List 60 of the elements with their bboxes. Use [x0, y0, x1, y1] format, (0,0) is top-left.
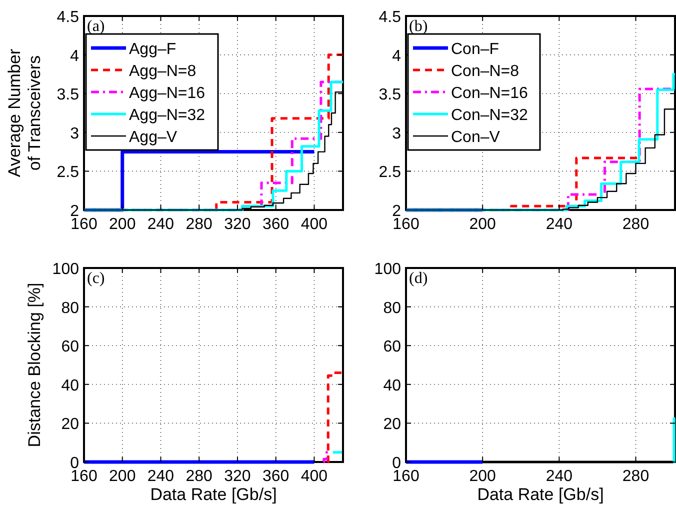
y-tick-label: 4.5: [56, 9, 80, 26]
y-tick-label: 60: [61, 338, 80, 356]
x-tick-label: 200: [469, 468, 496, 485]
x-tick-label: 200: [109, 216, 136, 233]
legend-label: Agg–F: [129, 41, 176, 58]
x-tick-label: 240: [147, 468, 174, 485]
y-tick-label: 3.5: [56, 86, 80, 104]
x-tick-label: 240: [147, 216, 174, 233]
x-tick-label: 160: [70, 216, 98, 233]
x-tick-label: 240: [546, 468, 573, 485]
y-tick-label: 80: [61, 300, 80, 317]
y-tick-label: 80: [383, 300, 402, 317]
legend-label: Agg–N=8: [129, 63, 196, 80]
legend-label: Con–N=16: [451, 85, 528, 102]
x-tick-label: 280: [622, 468, 650, 485]
y-tick-label: 2.5: [56, 164, 80, 182]
y-tick-label: 3: [392, 125, 402, 142]
y-tick-label: 3.5: [378, 86, 402, 104]
y-tick-label: 4: [392, 48, 402, 65]
x-tick-label: 160: [70, 468, 98, 485]
y-axis-title: Distance Blocking [%]: [25, 282, 44, 448]
x-axis-title: Data Rate [Gb/s]: [477, 485, 604, 504]
y-tick-label: 4.5: [378, 9, 402, 26]
x-tick-label: 400: [300, 216, 328, 233]
legend-label: Agg–V: [129, 129, 178, 146]
y-tick-label: 2.5: [378, 164, 402, 182]
y-tick-label: 100: [52, 261, 80, 278]
x-tick-label: 320: [224, 216, 251, 233]
y-tick-label: 40: [61, 377, 80, 394]
x-tick-label: 280: [186, 468, 213, 485]
legend-label: Con–N=32: [451, 107, 528, 124]
x-tick-label: 320: [224, 468, 251, 485]
y-tick-label: 100: [374, 261, 402, 278]
y-axis-title: Average Number of Transceivers: [5, 48, 44, 178]
x-tick-label: 400: [300, 468, 328, 485]
x-tick-label: 360: [262, 216, 290, 233]
y-tick-label: 40: [383, 377, 402, 394]
annotation: (d): [409, 270, 428, 287]
x-tick-label: 160: [392, 468, 420, 485]
y-tick-label: 4: [70, 48, 80, 65]
x-tick-label: 200: [469, 216, 496, 233]
y-tick-label: 3: [70, 125, 80, 142]
x-tick-label: 280: [186, 216, 213, 233]
x-axis-title: Data Rate [Gb/s]: [150, 485, 277, 504]
legend-label: Con–V: [451, 129, 500, 146]
x-tick-label: 280: [622, 216, 650, 233]
annotation: (a): [87, 18, 105, 35]
x-tick-label: 360: [262, 468, 290, 485]
annotation: (b): [409, 18, 428, 35]
annotation: (c): [87, 270, 105, 287]
legend-label: Agg–N=32: [129, 107, 206, 124]
x-tick-label: 200: [109, 468, 136, 485]
legend-label: Con–F: [451, 41, 500, 58]
x-tick-label: 240: [546, 216, 573, 233]
x-tick-label: 160: [392, 216, 420, 233]
legend-label: Agg–N=16: [129, 85, 206, 102]
y-tick-label: 20: [383, 416, 402, 434]
y-tick-label: 60: [383, 338, 402, 356]
legend-label: Con–N=8: [451, 63, 520, 80]
y-tick-label: 20: [61, 416, 80, 434]
